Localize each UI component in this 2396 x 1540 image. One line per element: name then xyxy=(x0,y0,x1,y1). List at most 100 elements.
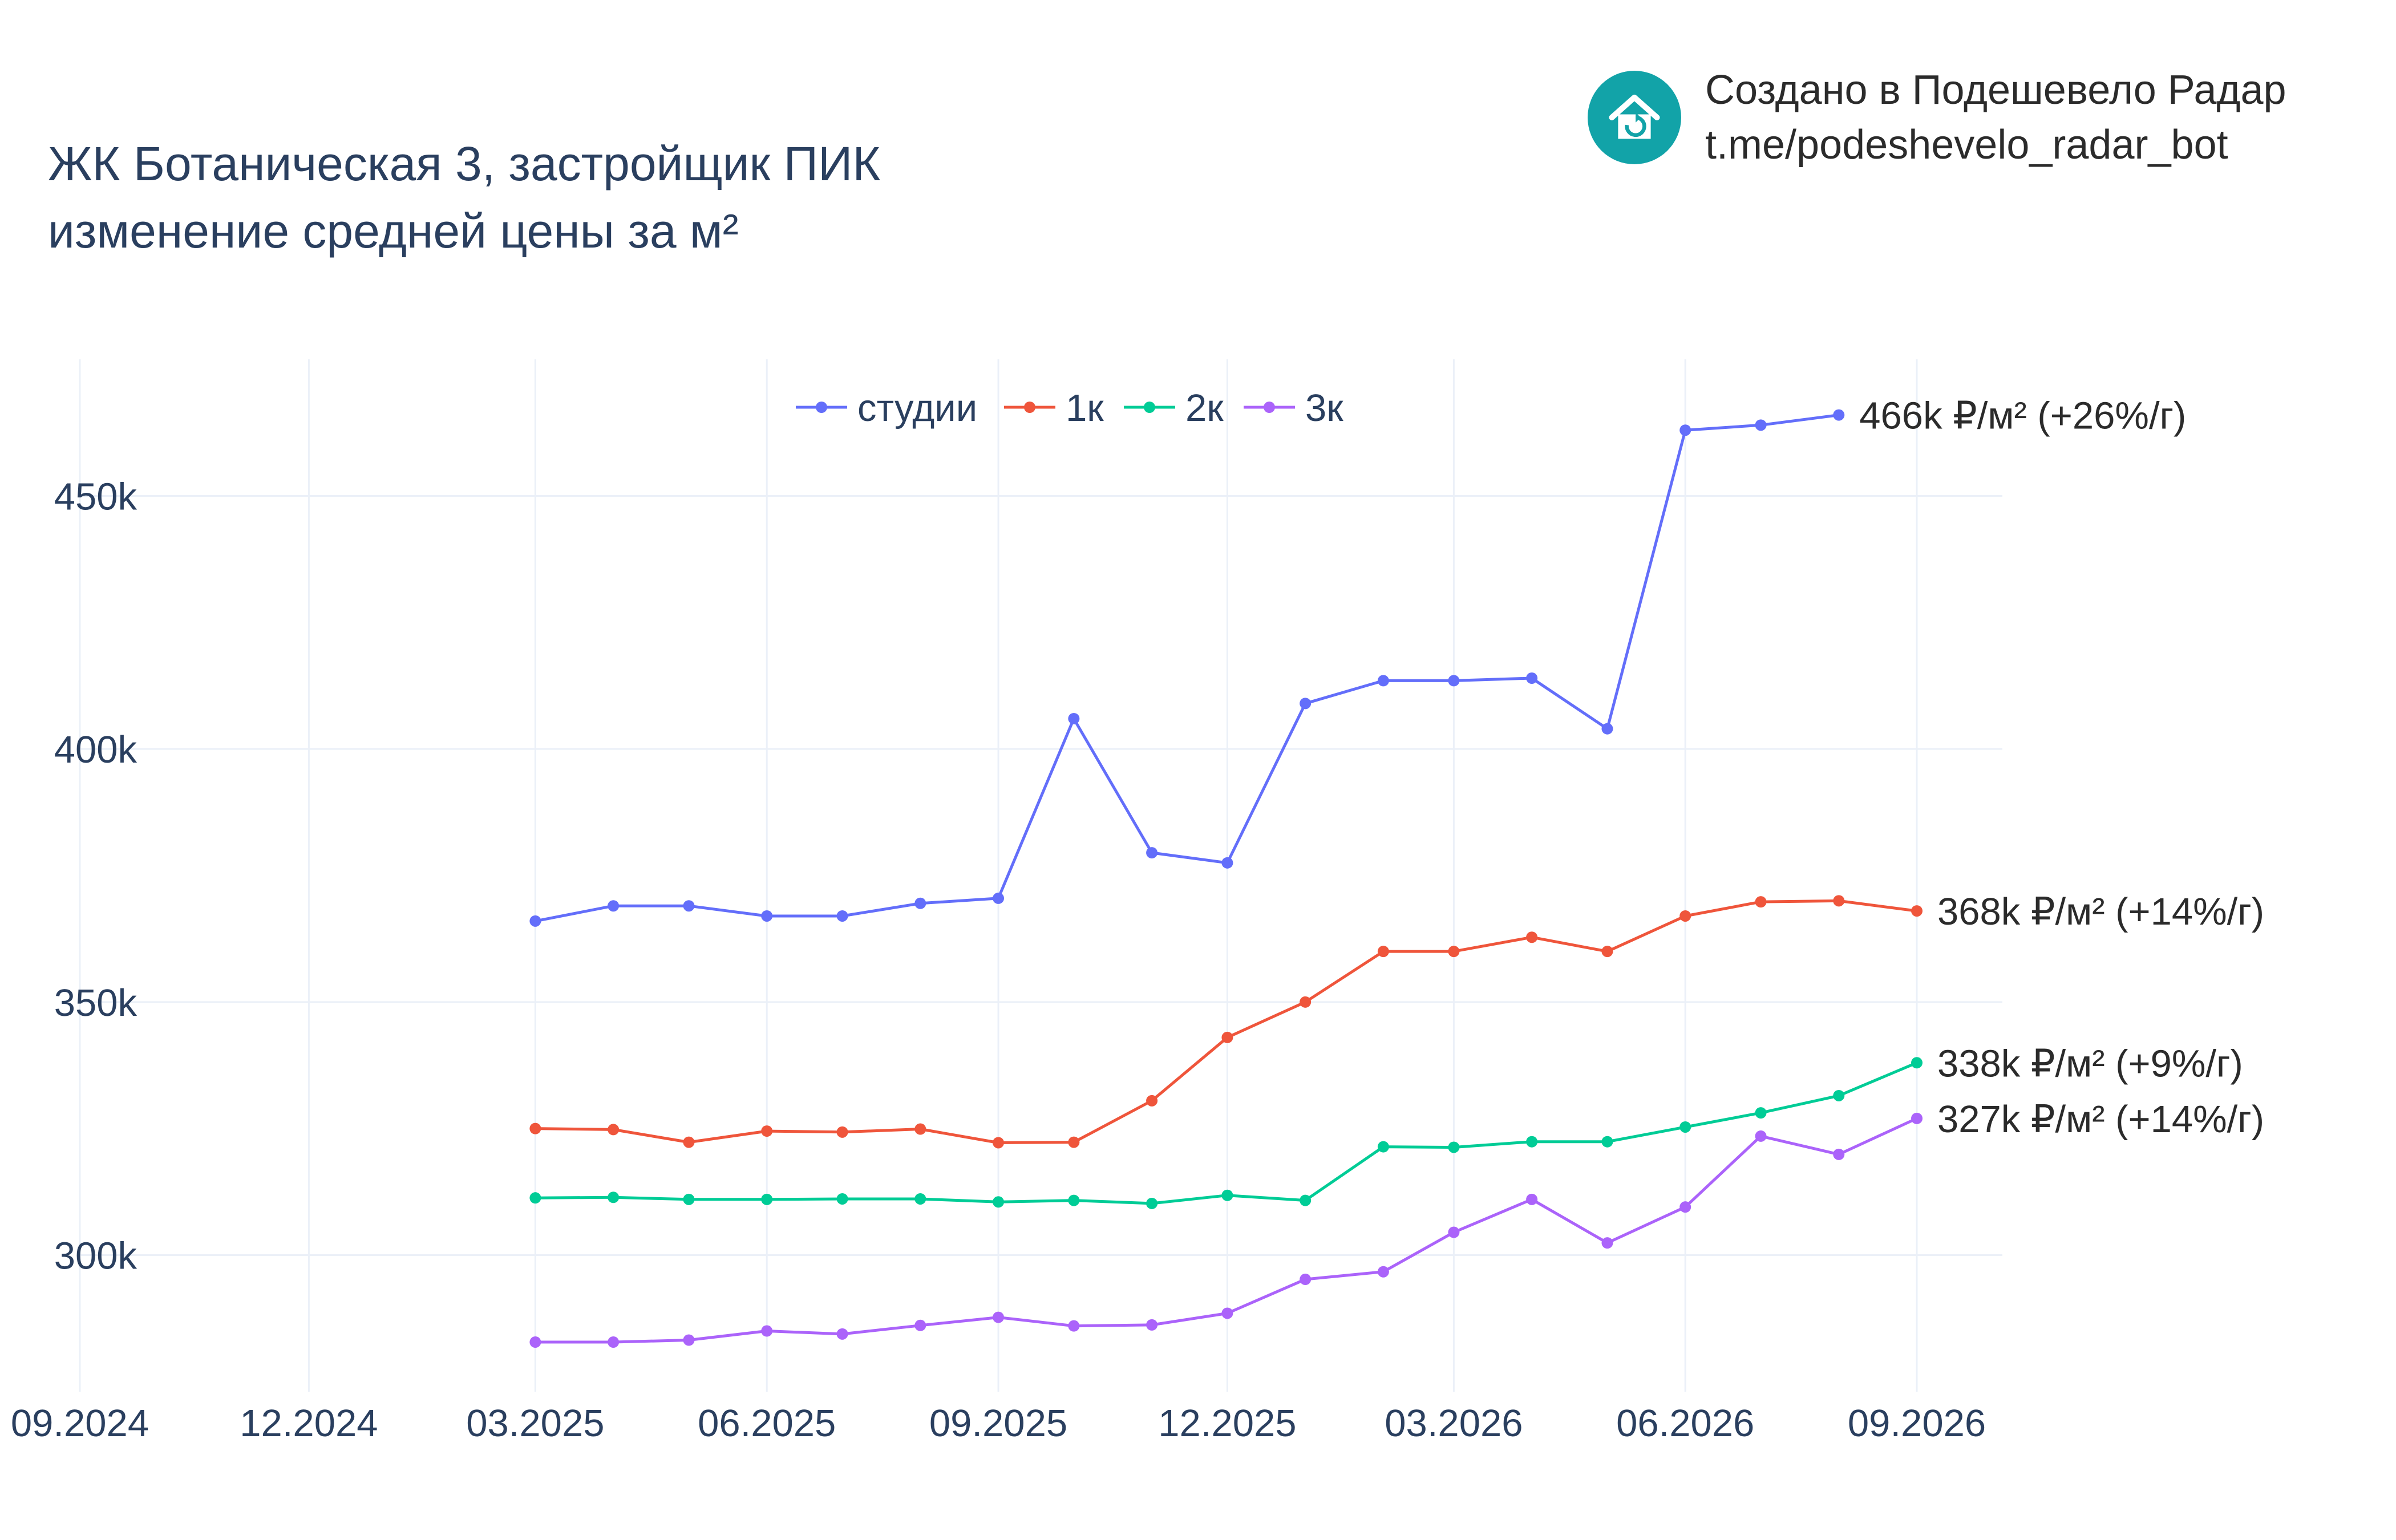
data-point xyxy=(1448,1226,1460,1238)
data-point xyxy=(1377,946,1389,958)
legend-swatch-marker xyxy=(1024,402,1035,413)
legend-label: 2к xyxy=(1185,387,1224,429)
data-point xyxy=(836,910,848,922)
data-point xyxy=(914,897,926,909)
data-point xyxy=(1911,1057,1923,1069)
legend-label: 1к xyxy=(1066,387,1104,429)
branding-block[interactable]: Создано в Подешевело Радар t.me/podeshev… xyxy=(1588,63,2286,172)
end-labels: 466k ₽/м² (+26%/г) 368k ₽/м² (+14%/г) 338k… xyxy=(1859,395,2264,1141)
data-point xyxy=(1755,896,1767,908)
x-tick-label: 09.2024 xyxy=(11,1402,149,1445)
data-point xyxy=(1221,1307,1233,1319)
data-point xyxy=(529,1122,541,1134)
legend-item[interactable]: студии xyxy=(796,387,977,429)
series-end-label: 327k ₽/м² (+14%/г) xyxy=(1937,1098,2264,1141)
data-point xyxy=(761,1325,773,1337)
grid xyxy=(79,359,2002,1392)
data-point xyxy=(836,1328,848,1340)
data-point xyxy=(1526,672,1538,684)
legend-item[interactable]: 1к xyxy=(1004,387,1104,429)
data-point xyxy=(1601,946,1613,958)
axes: 09.2024 12.2024 03.2025 06.2025 09.2025 12.20… xyxy=(11,476,1986,1445)
data-point xyxy=(529,1192,541,1204)
data-point xyxy=(1448,946,1460,958)
x-tick-label: 12.2024 xyxy=(240,1402,378,1445)
data-point xyxy=(1911,905,1923,917)
series-line xyxy=(535,899,1917,1144)
data-point xyxy=(1146,1095,1158,1107)
series-end-label: 368k ₽/м² (+14%/г) xyxy=(1937,890,2264,933)
data-point xyxy=(914,1319,926,1331)
data-point xyxy=(993,1137,1005,1149)
x-tick-label: 03.2026 xyxy=(1385,1402,1523,1445)
y-tick-label: 450k xyxy=(54,476,137,518)
data-point xyxy=(1068,1136,1080,1148)
data-point xyxy=(529,1336,541,1348)
chart-title-line1: ЖК Ботаническая 3, застройщик ПИК xyxy=(48,137,881,191)
data-point xyxy=(1448,1141,1460,1153)
y-tick-label: 350k xyxy=(54,982,137,1024)
data-point xyxy=(836,1126,848,1138)
data-point xyxy=(1911,1112,1923,1124)
legend-item[interactable]: 3к xyxy=(1244,387,1343,429)
data-point xyxy=(761,1125,773,1137)
data-point xyxy=(1300,698,1312,710)
legend-item[interactable]: 2к xyxy=(1124,387,1224,429)
x-tick-label: 09.2026 xyxy=(1848,1402,1986,1445)
y-tick-label: 300k xyxy=(54,1234,137,1277)
legend[interactable]: студии 1к 2к 3к xyxy=(796,387,1343,429)
data-point xyxy=(683,1136,695,1148)
data-point xyxy=(683,1334,695,1346)
series-end-label: 466k ₽/м² (+26%/г) xyxy=(1859,395,2186,437)
data-point xyxy=(608,900,620,912)
data-point xyxy=(1833,409,1845,421)
x-tick-label: 06.2026 xyxy=(1616,1402,1754,1445)
chart-title-line2: изменение средней цены за м² xyxy=(48,204,739,258)
data-point xyxy=(1146,1319,1158,1331)
data-point xyxy=(1833,895,1845,907)
data-point xyxy=(608,1124,620,1136)
legend-swatch-marker xyxy=(1144,402,1155,413)
data-point xyxy=(1833,1089,1845,1101)
house-price-drop-icon xyxy=(1588,71,1681,164)
series-end-label: 338k ₽/м² (+9%/г) xyxy=(1937,1042,2243,1085)
data-point xyxy=(1300,1194,1312,1206)
x-tick-label: 09.2025 xyxy=(929,1402,1067,1445)
data-point xyxy=(1755,1130,1767,1142)
data-point xyxy=(1526,931,1538,943)
data-point xyxy=(608,1192,620,1203)
data-point xyxy=(1146,1197,1158,1209)
data-point xyxy=(761,1193,773,1205)
x-tick-label: 06.2025 xyxy=(698,1402,836,1445)
data-point xyxy=(1068,1194,1080,1206)
data-point xyxy=(608,1336,620,1348)
data-point xyxy=(1221,857,1233,869)
data-point xyxy=(1377,675,1389,687)
data-point xyxy=(1221,1031,1233,1043)
data-point xyxy=(993,892,1005,904)
data-point xyxy=(1221,1189,1233,1201)
data-point xyxy=(683,1193,695,1205)
chart-title: ЖК Ботаническая 3, застройщик ПИК измене… xyxy=(48,130,880,265)
data-point xyxy=(1146,847,1158,859)
data-point xyxy=(1755,1107,1767,1119)
data-point xyxy=(1068,712,1080,724)
data-point xyxy=(1377,1266,1389,1278)
legend-label: 3к xyxy=(1305,387,1343,429)
data-point xyxy=(1679,910,1691,922)
data-point xyxy=(761,910,773,922)
legend-label: студии xyxy=(857,387,977,429)
data-point xyxy=(1755,419,1767,431)
data-point xyxy=(1526,1193,1538,1205)
data-point xyxy=(1601,1136,1613,1148)
data-point xyxy=(683,900,695,912)
y-tick-label: 400k xyxy=(54,728,137,771)
data-point xyxy=(836,1193,848,1205)
data-point xyxy=(1448,675,1460,687)
branding-link[interactable]: t.me/podeshevelo_radar_bot xyxy=(1705,122,2228,168)
data-point xyxy=(1833,1148,1845,1160)
data-point xyxy=(914,1123,926,1135)
data-point xyxy=(1679,1121,1691,1133)
data-point xyxy=(1679,424,1691,436)
